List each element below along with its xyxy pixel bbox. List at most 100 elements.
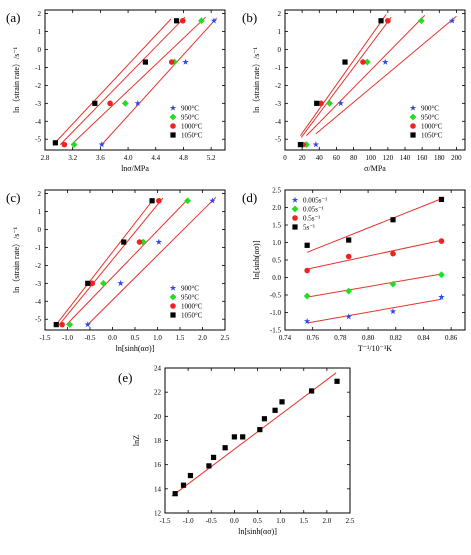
data-point — [312, 141, 320, 148]
y-axis-label: ln（strain rate）/s⁻¹ — [12, 46, 21, 113]
x-tick-label: 5.2 — [207, 154, 216, 162]
x-tick-label: 2.5 — [221, 334, 230, 342]
legend-marker — [169, 104, 177, 111]
legend-label: 950°C — [181, 114, 199, 122]
y-tick-label: 0 — [38, 46, 42, 54]
data-point — [378, 18, 384, 24]
y-tick-label: 14 — [154, 485, 162, 493]
x-tick-label: 60 — [333, 154, 341, 162]
data-point — [209, 197, 216, 204]
data-point — [92, 100, 98, 106]
x-tick-label: 120 — [383, 154, 394, 162]
legend-marker — [170, 312, 176, 318]
data-point — [389, 308, 397, 315]
legend-marker — [292, 224, 298, 230]
data-point — [326, 99, 333, 107]
data-point — [187, 472, 194, 479]
y-tick-label: 0.5 — [272, 257, 281, 265]
y-tick-label: -1.0 — [270, 309, 282, 317]
y-tick-label: -0.5 — [270, 292, 282, 300]
legend-label: 0.005s⁻¹ — [303, 197, 327, 205]
data-point — [53, 322, 59, 328]
panel-label: (b) — [242, 10, 257, 25]
x-tick-label: -1.5 — [39, 334, 51, 342]
data-point — [107, 100, 113, 107]
x-tick-label: 2.0 — [198, 334, 207, 342]
legend-marker — [409, 104, 417, 111]
x-tick-label: 1.5 — [299, 517, 308, 525]
x-tick-label: 0.5 — [253, 517, 262, 525]
data-point — [309, 388, 315, 394]
fit-line — [52, 18, 172, 145]
y-tick-label: 1 — [38, 208, 42, 216]
panel-a: 2.8 3.2 3.6 4.0 4.4 4.8 5.2 -5 -4 -3 -2 -1 0 1 2 lnσ/MP… — [6, 9, 226, 173]
y-tick-label: 22 — [154, 389, 162, 397]
fit-line — [66, 198, 189, 325]
y-tick-label: -4 — [35, 118, 41, 126]
data-point — [85, 280, 91, 286]
legend-label: 900°C — [181, 285, 199, 293]
legend-marker — [169, 284, 177, 291]
legend-marker — [169, 293, 177, 301]
plot-frame — [164, 367, 351, 514]
x-tick-label: 1.5 — [176, 334, 185, 342]
data-point — [59, 321, 65, 328]
y-tick-label: 20 — [154, 413, 162, 421]
x-tick-label: 200 — [451, 154, 462, 162]
x-tick-label: 1.0 — [276, 517, 285, 525]
data-point — [360, 59, 366, 65]
legend-marker — [291, 196, 299, 203]
data-point — [168, 59, 175, 65]
data-point — [272, 407, 278, 413]
legend-label: 900°C — [181, 105, 199, 113]
y-tick-label: -1.5 — [270, 327, 282, 335]
data-point — [390, 250, 396, 257]
data-point — [257, 427, 263, 433]
y-tick-label: -5 — [275, 136, 281, 144]
y-axis-label: ln[sinh(ασ)] — [252, 240, 261, 279]
legend-label: 1050°C — [421, 132, 443, 140]
data-point — [346, 237, 352, 243]
y-tick-label: -1 — [35, 64, 41, 72]
legend-label: 900°C — [421, 105, 439, 113]
data-point — [98, 141, 105, 148]
data-point — [52, 140, 58, 146]
legend-label: 1000°C — [421, 123, 443, 131]
fit-line — [300, 14, 387, 136]
data-point — [89, 280, 96, 287]
x-tick-label: 0.0 — [230, 517, 239, 525]
y-tick-label: -2 — [35, 262, 41, 270]
x-tick-label: 0.82 — [390, 334, 403, 342]
panel-label: (a) — [6, 10, 20, 25]
data-point — [142, 59, 148, 65]
y-tick-label: 1.5 — [272, 222, 281, 230]
data-point — [417, 17, 425, 25]
y-tick-label: 0 — [278, 46, 282, 54]
data-point — [304, 242, 310, 248]
data-point — [210, 454, 217, 461]
y-tick-label: 0 — [38, 226, 42, 234]
data-point — [345, 253, 352, 260]
data-point — [304, 267, 310, 274]
data-point — [100, 279, 107, 287]
x-tick-label: 3.6 — [96, 154, 105, 162]
x-tick-label: 0.80 — [362, 334, 375, 342]
x-tick-label: -0.5 — [84, 334, 96, 342]
data-point — [210, 17, 218, 24]
y-tick-label: -1 — [275, 64, 281, 72]
y-tick-label: 1.0 — [272, 239, 281, 247]
y-tick-label: -5 — [35, 316, 41, 324]
data-point — [134, 99, 141, 107]
y-tick-label: -3 — [35, 280, 41, 288]
fit-line — [87, 196, 217, 325]
y-tick-label: 18 — [154, 437, 162, 445]
legend-label: 1050°C — [181, 132, 203, 140]
fit-line — [101, 17, 218, 145]
x-tick-label: 140 — [400, 154, 411, 162]
legend-marker — [170, 123, 176, 129]
data-point — [389, 280, 397, 288]
x-tick-label: 160 — [417, 154, 428, 162]
legend-marker — [410, 132, 416, 138]
data-point — [438, 271, 445, 279]
data-point — [173, 18, 180, 24]
